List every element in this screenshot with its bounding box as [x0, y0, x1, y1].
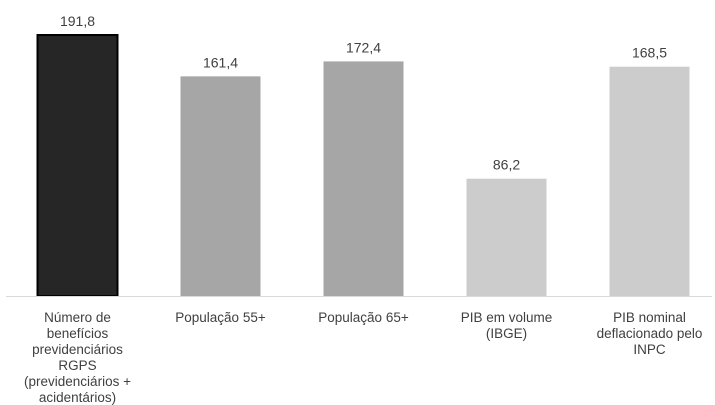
category-label-line: População 55+ [175, 310, 266, 325]
category-label-line: Número de [44, 310, 111, 325]
category-label-line: RGPS [58, 358, 96, 373]
category-label-4: PIB em volume (IBGE) [461, 310, 553, 341]
category-label-line: acidentários) [39, 390, 116, 405]
category-label-line: PIB em volume [461, 310, 553, 325]
category-label-line: População 65+ [318, 310, 409, 325]
category-label-line: previdenciários [32, 342, 123, 357]
category-label-line: INPC [633, 342, 666, 357]
bar-2 [180, 76, 261, 296]
category-label-3: População 65+ [318, 310, 409, 325]
category-labels: Número de benefícios previdenciários RGPS (p… [24, 310, 702, 405]
bars [36, 33, 690, 297]
value-label-4: 86,2 [493, 157, 520, 173]
category-label-5: PIB nominal deflacionado pelo INPC [597, 310, 703, 357]
category-label-1: Número de benefícios previdenciários RGPS (p… [24, 310, 131, 405]
category-label-line: (IBGE) [486, 326, 527, 341]
value-labels: 191,8 161,4 172,4 86,2 168,5 [60, 13, 667, 173]
bar-5 [609, 66, 690, 296]
category-label-line: benefícios [47, 326, 109, 341]
category-label-line: PIB nominal [613, 310, 686, 325]
value-label-5: 168,5 [632, 45, 667, 61]
bar-4 [466, 178, 547, 296]
value-label-1: 191,8 [60, 13, 95, 29]
bar-3 [323, 61, 404, 297]
value-label-2: 161,4 [203, 54, 238, 70]
bar-1 [36, 33, 119, 297]
category-label-2: População 55+ [175, 310, 266, 325]
category-label-line: (previdenciários + [24, 374, 131, 389]
category-label-line: deflacionado pelo [597, 326, 703, 341]
value-label-3: 172,4 [346, 39, 381, 55]
